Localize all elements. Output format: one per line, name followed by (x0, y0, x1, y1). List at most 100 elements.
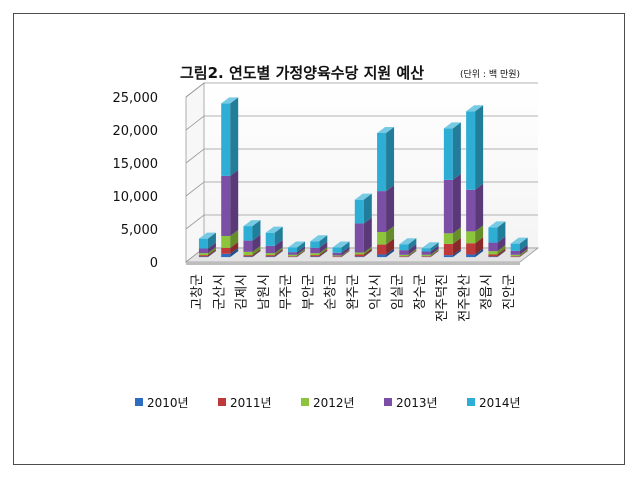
bar-segment (332, 249, 350, 257)
bar-top (288, 241, 305, 248)
bar-side (452, 122, 461, 180)
bar-front (354, 223, 364, 253)
bar-side (274, 250, 283, 258)
bar-segment (221, 97, 239, 176)
bar-front (332, 256, 342, 257)
bar-side (452, 173, 461, 234)
bar-segment (510, 250, 528, 257)
bar-side (341, 250, 350, 257)
bar-segment (310, 241, 328, 254)
bar-side (452, 227, 461, 244)
bar-side (386, 238, 395, 255)
bar-segment (243, 250, 261, 258)
bar-segment (488, 245, 506, 255)
bar-front (466, 231, 476, 244)
bar-front (488, 256, 498, 258)
bar-side (497, 245, 506, 255)
chart-floor-edge (186, 262, 520, 265)
legend-swatch (301, 398, 309, 406)
bar-front (421, 256, 431, 257)
bar-front (421, 251, 431, 255)
bar-side (341, 246, 350, 256)
bar-segment (332, 246, 350, 256)
legend-label: 2014년 (479, 396, 521, 410)
bar-segment (421, 250, 439, 257)
legend-item: 2011년 (218, 396, 272, 410)
bar-side (430, 248, 439, 257)
bar-segment (354, 193, 372, 224)
bar-segment (377, 127, 395, 192)
bar-side (430, 242, 439, 252)
x-tick-label: 장수군 (413, 274, 428, 310)
gridline (185, 148, 538, 164)
bar-segment (332, 250, 350, 257)
bar-side (519, 244, 528, 255)
bar-side (274, 226, 283, 246)
bar-stack (198, 232, 216, 258)
bar-stack (243, 220, 261, 258)
bar-front (288, 256, 297, 257)
bar-side (274, 239, 283, 254)
bar-front (488, 242, 498, 252)
bar-segment (399, 244, 417, 255)
bar-segment (310, 249, 328, 257)
bar-front (332, 247, 342, 253)
bar-segment (466, 105, 484, 190)
bar-segment (399, 238, 417, 251)
bar-segment (399, 250, 417, 258)
bar-top (243, 220, 261, 227)
bar-front (510, 254, 520, 257)
bar-front (265, 245, 275, 254)
bar-front (399, 256, 409, 257)
bar-side (319, 235, 328, 248)
bar-segment (510, 248, 528, 257)
bar-side (519, 237, 528, 251)
bar-front (443, 179, 453, 234)
bar-segment (221, 229, 239, 248)
bar-front (310, 255, 320, 257)
bar-segment (198, 232, 216, 249)
bar-side (475, 105, 484, 190)
bar-side (341, 241, 350, 253)
bar-segment (354, 217, 372, 253)
bar-side (207, 249, 216, 257)
bar-front (488, 227, 498, 243)
bar-front (332, 252, 342, 256)
bar-side (497, 221, 506, 243)
gridline (185, 82, 538, 98)
bar-front (377, 191, 387, 233)
bar-segment (243, 249, 261, 257)
bar-side (319, 241, 328, 254)
bar-front (288, 254, 297, 257)
legend-swatch (384, 398, 392, 406)
x-tick-label: 순창군 (324, 274, 339, 310)
bar-side (386, 127, 395, 192)
bar-top (443, 122, 461, 129)
bar-segment (466, 183, 484, 232)
bar-front (198, 238, 208, 249)
bar-front (466, 243, 476, 255)
bar-side (252, 245, 261, 256)
bar-top (466, 105, 484, 112)
bar-front (310, 256, 320, 258)
bar-front (198, 253, 208, 256)
bar-segment (243, 220, 261, 241)
bar-segment (443, 122, 461, 180)
bar-segment (265, 239, 283, 254)
bar-front (243, 255, 253, 257)
x-tick-label: 정읍시 (480, 274, 495, 310)
y-tick-label: 15,000 (113, 157, 159, 172)
bar-segment (377, 248, 395, 258)
bar-side (497, 250, 506, 258)
legend-item: 2013년 (384, 396, 438, 410)
bar-side (252, 249, 261, 257)
y-tick-label: 10,000 (113, 190, 159, 205)
x-tick-label: 무주군 (279, 274, 294, 310)
bar-front (354, 256, 364, 258)
bar-segment (466, 248, 484, 258)
bar-front (399, 250, 409, 255)
bar-front (510, 256, 520, 257)
legend-item: 2012년 (301, 396, 355, 410)
bar-top (198, 232, 216, 239)
bar-side (452, 249, 461, 258)
